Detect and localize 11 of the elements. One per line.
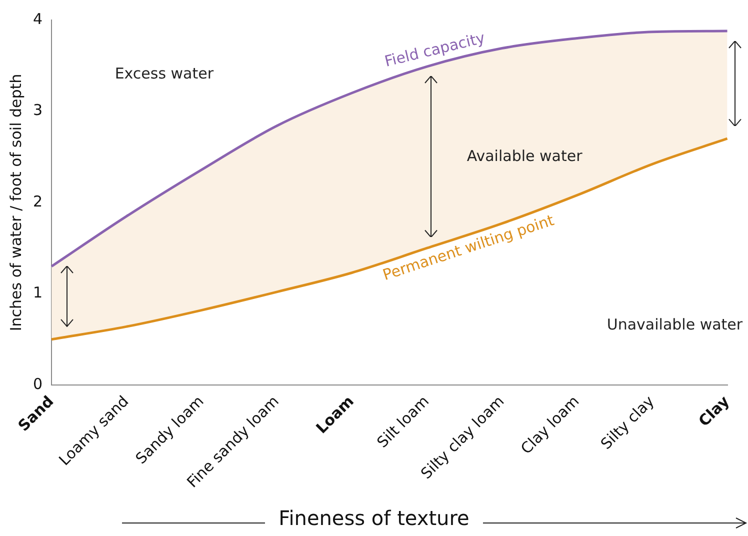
text: Field capacity: [382, 28, 487, 70]
annotation: Available water: [466, 146, 584, 165]
y-tick-label: 4: [32, 10, 43, 28]
y-tick-label: 0: [32, 374, 43, 393]
y-axis-title: Inches of water / foot of soil depth: [6, 74, 25, 332]
annotation: Unavailable water: [606, 316, 744, 334]
y-tick-label: 1: [32, 284, 43, 302]
y-tick-label: 2: [32, 192, 43, 210]
y-tick-label: 3: [32, 101, 43, 120]
annotation: Excess water: [114, 64, 214, 83]
x-axis-title: Fineness of texture: [264, 506, 484, 530]
